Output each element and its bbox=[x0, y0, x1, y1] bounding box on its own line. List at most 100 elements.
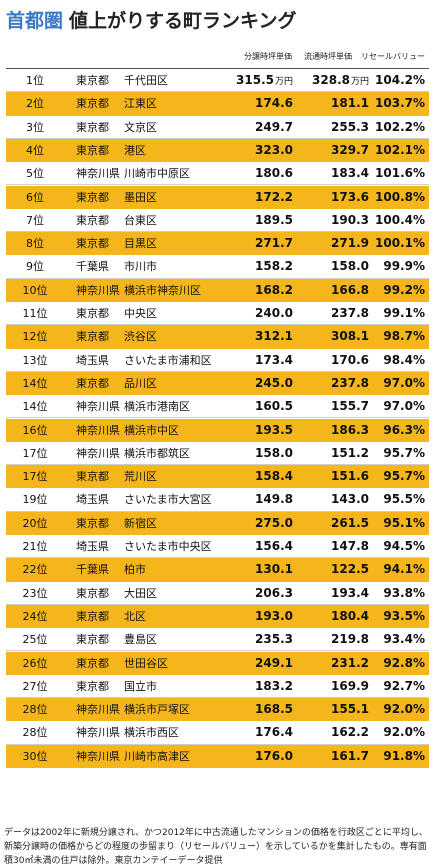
city-cell: さいたま市中央区 bbox=[124, 540, 212, 553]
table-row: 25位 東京都 豊島区 235.3 219.8 93.4% bbox=[6, 628, 429, 652]
resale-value-cell: 102.2% bbox=[375, 119, 425, 134]
prefecture-cell: 東京都 bbox=[76, 470, 109, 484]
used-price-cell: 308.1 bbox=[331, 329, 369, 344]
used-price-cell: 166.8 bbox=[331, 282, 369, 297]
resale-value-cell: 104.2% bbox=[375, 73, 425, 87]
used-price-cell: 231.2 bbox=[331, 655, 369, 670]
city-cell: 中央区 bbox=[124, 307, 157, 320]
rank-cell: 23位 bbox=[22, 586, 48, 600]
prefecture-cell: 東京都 bbox=[76, 307, 109, 320]
used-price-cell: 122.5 bbox=[331, 562, 369, 577]
prefecture-cell: 東京都 bbox=[76, 190, 109, 204]
title-main: 値上がりする町ランキング bbox=[69, 9, 297, 32]
rank-cell: 26位 bbox=[22, 656, 48, 670]
used-price-cell: 271.9 bbox=[331, 236, 369, 251]
table-row: 9位 千葉県 市川市 158.2 158.0 99.9% bbox=[6, 255, 429, 279]
table-row: 5位 神奈川県 川崎市中原区 180.6 183.4 101.6% bbox=[6, 162, 429, 186]
new-price-cell: 172.2 bbox=[255, 189, 293, 204]
used-price-cell: 219.8 bbox=[331, 632, 369, 647]
city-cell: さいたま市大宮区 bbox=[124, 493, 212, 507]
prefecture-cell: 東京都 bbox=[76, 516, 109, 530]
city-cell: 台東区 bbox=[124, 213, 157, 227]
resale-value-cell: 95.1% bbox=[383, 515, 425, 530]
prefecture-cell: 東京都 bbox=[76, 376, 109, 390]
used-price-cell: 162.2 bbox=[331, 725, 369, 740]
prefecture-cell: 神奈川県 bbox=[76, 283, 120, 297]
rank-cell: 27位 bbox=[22, 679, 48, 693]
resale-value-cell: 92.0% bbox=[383, 725, 425, 740]
resale-value-cell: 100.8% bbox=[375, 189, 425, 204]
city-cell: 横浜市西区 bbox=[124, 726, 179, 740]
table-row: 20位 東京都 新宿区 275.0 261.5 95.1% bbox=[6, 511, 429, 535]
rank-cell: 28位 bbox=[22, 726, 48, 740]
rank-cell: 3位 bbox=[26, 120, 44, 134]
used-price-cell: 151.2 bbox=[331, 445, 369, 460]
prefecture-cell: 神奈川県 bbox=[76, 423, 120, 437]
city-cell: 港区 bbox=[124, 143, 146, 157]
used-price-cell: 170.6 bbox=[331, 352, 369, 367]
resale-value-cell: 94.1% bbox=[383, 562, 425, 577]
resale-value-cell: 98.7% bbox=[383, 329, 425, 344]
table-row: 8位 東京都 目黒区 271.7 271.9 100.1% bbox=[6, 232, 429, 256]
table-row: 14位 神奈川県 横浜市港南区 160.5 155.7 97.0% bbox=[6, 395, 429, 419]
table-row: 3位 東京都 文京区 249.7 255.3 102.2% bbox=[6, 116, 429, 139]
used-price-cell: 186.3 bbox=[331, 422, 369, 437]
used-price-cell: 181.1 bbox=[331, 96, 369, 111]
resale-value-cell: 92.8% bbox=[383, 655, 425, 670]
table-row: 10位 神奈川県 横浜市神奈川区 168.2 166.8 99.2% bbox=[6, 278, 429, 302]
new-price-cell: 173.4 bbox=[255, 352, 293, 367]
table-row: 28位 神奈川県 横浜市西区 176.4 162.2 92.0% bbox=[6, 721, 429, 745]
rank-cell: 10位 bbox=[22, 283, 48, 297]
prefecture-cell: 東京都 bbox=[76, 586, 109, 600]
table-row: 1位 東京都 千代田区 315.5万円 328.8万円 104.2% bbox=[6, 69, 429, 93]
new-price-cell: 249.7 bbox=[255, 119, 293, 134]
resale-value-cell: 97.0% bbox=[383, 375, 425, 390]
prefecture-cell: 東京都 bbox=[76, 213, 109, 227]
city-cell: 文京区 bbox=[124, 120, 157, 134]
used-price-cell: 193.4 bbox=[331, 585, 369, 600]
rank-cell: 12位 bbox=[22, 330, 48, 344]
new-price-cell: 168.2 bbox=[255, 282, 293, 297]
table-row: 28位 神奈川県 横浜市戸塚区 168.5 155.1 92.0% bbox=[6, 698, 429, 722]
table-row: 22位 千葉県 柏市 130.1 122.5 94.1% bbox=[6, 558, 429, 582]
city-cell: 品川区 bbox=[124, 376, 157, 390]
resale-value-cell: 95.7% bbox=[383, 445, 425, 460]
new-price-cell: 315.5万円 bbox=[236, 73, 293, 87]
ranking-table: 分譲時坪単価 流通時坪単価 リセールバリュー 1位 東京都 千代田区 315.5万円 3… bbox=[6, 42, 429, 823]
used-price-cell: 155.7 bbox=[331, 399, 369, 414]
rank-cell: 20位 bbox=[22, 516, 48, 530]
prefecture-cell: 神奈川県 bbox=[76, 446, 120, 460]
prefecture-cell: 東京都 bbox=[76, 143, 109, 157]
new-price-cell: 323.0 bbox=[255, 142, 293, 157]
prefecture-cell: 埼玉県 bbox=[76, 493, 109, 507]
table-header: 分譲時坪単価 流通時坪単価 リセールバリュー bbox=[6, 42, 429, 69]
new-price-cell: 158.4 bbox=[255, 469, 293, 484]
prefecture-cell: 東京都 bbox=[76, 656, 109, 670]
new-price-cell: 158.0 bbox=[255, 445, 293, 460]
resale-value-cell: 91.8% bbox=[383, 748, 425, 763]
city-cell: 川崎市高津区 bbox=[124, 749, 190, 763]
prefecture-cell: 東京都 bbox=[76, 633, 109, 647]
rank-cell: 14位 bbox=[22, 400, 48, 414]
used-price-cell: 190.3 bbox=[331, 212, 369, 227]
rank-cell: 28位 bbox=[22, 703, 48, 717]
resale-value-cell: 96.3% bbox=[383, 422, 425, 437]
city-cell: 市川市 bbox=[124, 260, 157, 274]
table-row: 13位 埼玉県 さいたま市浦和区 173.4 170.6 98.4% bbox=[6, 349, 429, 372]
prefecture-cell: 神奈川県 bbox=[76, 400, 120, 414]
rank-cell: 9位 bbox=[26, 260, 44, 274]
resale-value-cell: 102.1% bbox=[375, 142, 425, 157]
used-price-cell: 328.8万円 bbox=[312, 73, 369, 87]
used-price-cell: 261.5 bbox=[331, 515, 369, 530]
city-cell: 横浜市中区 bbox=[124, 423, 179, 437]
new-price-cell: 176.0 bbox=[255, 748, 293, 763]
prefecture-cell: 千葉県 bbox=[76, 563, 109, 577]
city-cell: 目黒区 bbox=[124, 237, 157, 251]
new-price-cell: 240.0 bbox=[255, 306, 293, 320]
used-price-cell: 237.8 bbox=[331, 375, 369, 390]
rank-cell: 7位 bbox=[26, 213, 44, 227]
city-cell: 川崎市中原区 bbox=[124, 167, 190, 181]
new-price-cell: 174.6 bbox=[255, 96, 293, 111]
rank-cell: 30位 bbox=[22, 749, 48, 763]
city-cell: 横浜市戸塚区 bbox=[124, 703, 190, 717]
